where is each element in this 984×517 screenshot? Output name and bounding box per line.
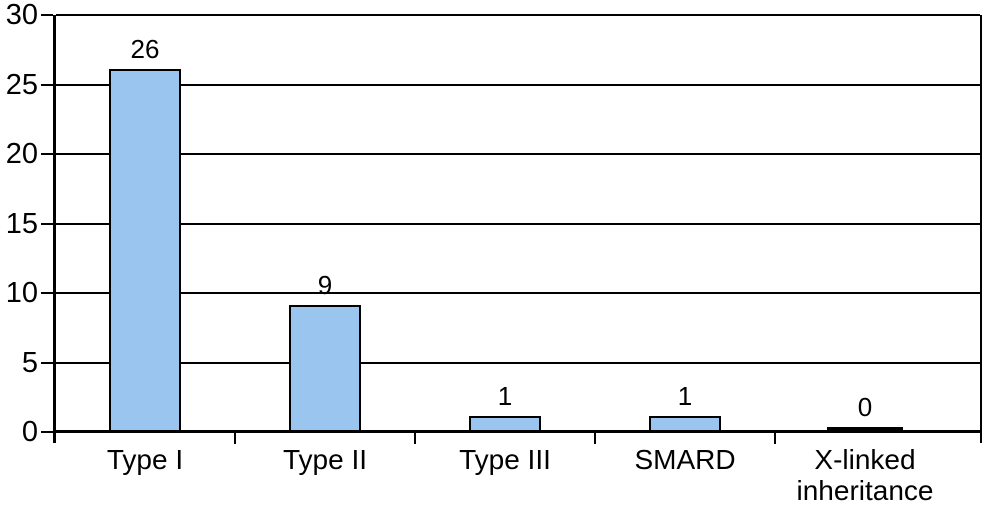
y-tick [41,14,53,16]
bar [109,69,181,430]
bar-value-label: 26 [130,34,160,64]
category-label: Type II [282,444,368,475]
gridline [56,83,980,86]
bar-value-label: 9 [317,270,333,300]
y-tick [41,431,53,433]
bars-layer: 26 9 1 1 0 [55,15,955,430]
y-tick-label: 20 [5,138,38,170]
bar [289,305,361,430]
gridline [56,14,980,16]
bar [827,427,903,430]
gridline [56,222,980,225]
bar-value-label: 0 [857,392,873,422]
y-tick-label: 0 [21,416,38,448]
x-axis [53,430,982,433]
y-tick [41,292,53,294]
bar-value-label: 1 [677,381,693,411]
x-tick [774,433,776,444]
bar [649,416,721,430]
bar-slot: 1 [415,15,595,430]
y-tick [41,361,53,364]
bar-value-label: 1 [497,381,513,411]
category-label: Type I [106,444,184,475]
x-tick [414,433,416,444]
category-label: X-linked inheritance [796,444,934,506]
y-tick [41,153,53,155]
y-tick-label: 30 [5,0,38,31]
y-tick [41,222,53,225]
gridline [56,361,980,364]
category-label: SMARD [634,444,736,475]
category-label: Type III [459,444,551,475]
gridline [56,292,980,294]
y-tick-label: 5 [21,346,38,379]
bar [469,416,541,430]
x-tick [594,433,596,444]
bar-slot: 1 [595,15,775,430]
x-tick [234,433,236,444]
gridline [56,153,980,155]
y-tick-label: 10 [5,277,38,309]
bar-slot: 0 [775,15,955,430]
y-tick [41,83,53,86]
y-tick-label: 25 [5,68,38,101]
bar-slot: 26 [55,15,235,430]
bar-slot: 9 [235,15,415,430]
x-axis-labels: Type I Type II Type III SMARD X-linked inher… [55,444,955,506]
plot-right-border [980,15,982,443]
y-axis [53,15,56,443]
y-tick-label: 15 [5,207,38,240]
